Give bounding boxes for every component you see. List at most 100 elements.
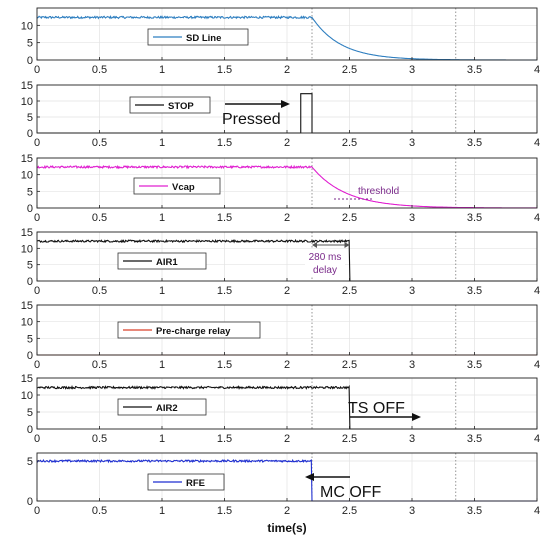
x-tick-label: 0.5 [92,433,107,445]
x-tick-label: 2.5 [342,433,357,445]
y-tick-label: 0 [27,55,33,67]
y-tick-label: 0 [27,128,33,140]
x-tick-label: 0.5 [92,137,107,149]
annotations-vcap: threshold [334,186,399,200]
annotation-delay: delay [313,265,337,276]
legend-box [147,28,249,46]
x-tick-label: 3.5 [467,505,482,517]
y-tick-label: 5 [27,186,33,198]
x-tick-label: 2 [284,285,290,297]
y-tick-label: 10 [21,243,33,255]
x-tick-label: 4 [534,359,540,371]
legend-box [117,321,261,339]
legend-rfe: RFE [147,473,225,491]
x-tick-label: 0 [34,359,40,371]
x-tick-label: 2 [284,212,290,224]
y-tick-label: 15 [21,80,33,92]
x-tick-label: 0.5 [92,64,107,76]
x-tick-label: 2 [284,359,290,371]
x-tick-label: 1.5 [217,285,232,297]
legend-label: AIR2 [156,403,178,414]
y-tick-label: 0 [27,203,33,215]
x-tick-label: 0.5 [92,285,107,297]
legend-label: Pre-charge relay [156,326,231,337]
x-tick-label: 3 [409,359,415,371]
x-tick-label: 3.5 [467,64,482,76]
annotation-mc-off: MC OFF [320,484,382,501]
annotation-280ms: 280 ms [309,252,342,263]
legend-sd-line: SD Line [147,28,249,46]
annotation-arrowhead [412,413,421,421]
x-tick-label: 3.5 [467,137,482,149]
annotation-ts-off: TS OFF [348,400,405,417]
x-tick-label: 0.5 [92,212,107,224]
y-tick-label: 5 [27,38,33,50]
x-tick-label: 1 [159,285,165,297]
legend-label: AIR1 [156,257,178,268]
y-tick-label: 15 [21,227,33,239]
x-tick-label: 4 [534,285,540,297]
x-tick-label: 1.5 [217,137,232,149]
legend-air1: AIR1 [117,252,207,270]
x-tick-label: 0 [34,433,40,445]
panel-precharge: 0 5 10 15 0 0.5 1 1.5 2 2.5 3 3.5 4 Pre-charge relay [21,300,540,371]
y-tick-label: 0 [27,350,33,362]
x-tick-label: 1 [159,137,165,149]
annotation-pressed: Pressed [222,111,281,128]
panel-air1: 0 5 10 15 0 0.5 1 1.5 2 2.5 3 3.5 4 AIR1 280 ms delay [21,227,540,297]
x-axis-label: time(s) [267,521,306,535]
x-tick-label: 1.5 [217,64,232,76]
y-tick-label: 0 [27,276,33,288]
x-tick-label: 2.5 [342,505,357,517]
x-tick-label: 2.5 [342,212,357,224]
x-tick-label: 0 [34,212,40,224]
x-tick-label: 0 [34,285,40,297]
x-tick-label: 3 [409,285,415,297]
annotations-rfe: MC OFF [305,473,382,501]
y-tick-label: 5 [27,112,33,124]
panel-air2: 0 5 10 15 0 0.5 1 1.5 2 2.5 3 3.5 4 AIR2 TS OFF [21,373,540,445]
x-tick-label: 2.5 [342,285,357,297]
y-tick-label: 15 [21,373,33,385]
legend-label: Vcap [172,182,195,193]
y-tick-label: 5 [27,260,33,272]
y-tick-label: 15 [21,153,33,165]
x-tick-label: 1.5 [217,433,232,445]
y-tick-label: 0 [27,424,33,436]
x-tick-label: 1 [159,64,165,76]
annotation-arrowhead [305,473,314,481]
x-tick-label: 3.5 [467,433,482,445]
series-line-vcap [36,164,537,209]
y-tick-label: 5 [27,333,33,345]
annotation-threshold: threshold [358,186,399,197]
y-tick-label: 0 [27,496,33,508]
x-tick-label: 4 [534,64,540,76]
x-tick-label: 1.5 [217,212,232,224]
y-tick-label: 10 [21,317,33,329]
legend-air2: AIR2 [117,398,207,416]
legend-box [117,398,207,416]
x-tick-label: 0.5 [92,359,107,371]
x-tick-label: 1.5 [217,359,232,371]
x-tick-label: 4 [534,505,540,517]
x-tick-label: 2.5 [342,64,357,76]
panel-sd-line: 0 5 10 0 0.5 1 1.5 2 2.5 3 3.5 4 SD Line [21,7,540,76]
y-tick-label: 10 [21,390,33,402]
x-tick-label: 4 [534,212,540,224]
x-tick-label: 4 [534,433,540,445]
x-tick-label: 2.5 [342,137,357,149]
x-tick-label: 3 [409,505,415,517]
delay-arrowhead-right [344,242,350,248]
delay-arrowhead-left [312,242,317,248]
x-tick-label: 0.5 [92,505,107,517]
legend-box [147,473,225,491]
x-tick-label: 2 [284,137,290,149]
x-tick-label: 2.5 [342,359,357,371]
x-tick-label: 0 [34,64,40,76]
y-tick-label: 15 [21,300,33,312]
x-tick-label: 1 [159,433,165,445]
x-tick-label: 3 [409,212,415,224]
delay-label-bg [305,249,345,277]
legend-box [129,96,211,114]
x-tick-label: 0 [34,137,40,149]
